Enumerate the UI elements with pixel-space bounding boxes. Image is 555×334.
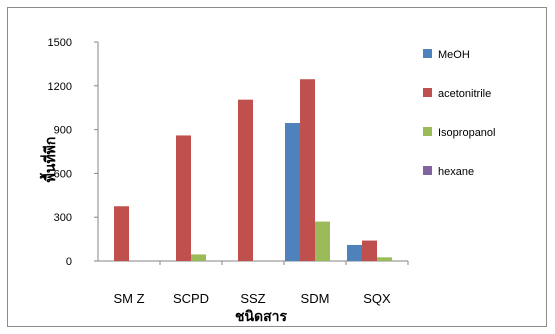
bar-meoh [347,244,362,261]
x-tick-label: SDM [301,291,330,306]
bar-acetonitrile [238,99,253,261]
bar-acetonitrile [114,206,129,261]
bar-isopropanol [377,257,392,261]
y-tick-label: 1500 [48,37,72,49]
y-axis-ticks: 0 300 600 900 1200 1500 [48,37,98,268]
legend-label: hexane [438,166,474,178]
bar-acetonitrile [362,240,377,261]
bar-isopropanol [191,254,206,261]
y-tick-label: 1200 [48,81,72,93]
chart-area [7,7,547,327]
y-tick-label: 300 [54,212,72,224]
legend-label: Isopropanol [438,127,496,139]
x-axis-ticks: SM Z SCPD SSZ SDM SQX [113,261,409,306]
legend-swatch [423,166,432,175]
legend-swatch [423,127,432,136]
bar-acetonitrile [176,135,191,261]
bar-acetonitrile [300,79,315,261]
x-axis-label: ชนิดสาร [235,309,288,325]
legend-swatch [423,88,432,97]
y-tick-label: 900 [54,125,72,137]
legend-swatch [423,49,432,58]
x-tick-label: SQX [363,291,391,306]
x-tick-label: SSZ [240,291,265,306]
bar-isopropanol [315,221,330,261]
x-tick-label: SCPD [173,291,209,306]
x-tick-label: SM Z [113,291,144,306]
y-tick-label: 0 [66,256,72,268]
bar-meoh [285,123,300,261]
bars [114,79,392,261]
legend-label: MeOH [438,49,470,61]
y-tick-label: 600 [54,168,72,180]
y-axis-label: พื้นที่พีก [39,137,59,183]
legend-label: acetonitrile [438,88,491,100]
legend: MeOH acetonitrile Isopropanol hexane [423,49,496,178]
